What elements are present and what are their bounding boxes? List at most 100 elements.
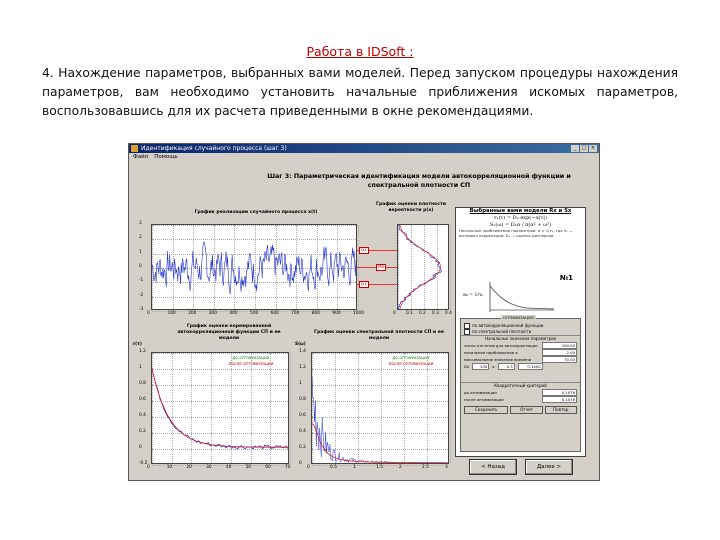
grid-line-vertical: [172, 225, 174, 309]
grid-line-horizontal: [152, 417, 288, 418]
acf-plot: до оптимизации после оптимизации: [151, 352, 291, 466]
row-field-1[interactable]: 2.00: [542, 349, 577, 356]
y-tick-label: 0: [299, 461, 302, 466]
repeat-button[interactable]: Повтор: [544, 406, 577, 414]
x-tick-label: 1: [353, 465, 356, 470]
next-button[interactable]: Далее >: [525, 459, 573, 475]
grid-line-vertical: [358, 353, 359, 463]
params-subheading: Начальные значения параметров: [461, 335, 580, 342]
row-label-1: начальное приближение α: [464, 349, 518, 355]
grid-line-horizontal: [152, 353, 288, 354]
spec-legend-estimate: до оптимизации: [392, 356, 430, 361]
x-tick-label: 0.5: [330, 465, 337, 470]
grid-line-vertical: [335, 353, 336, 463]
sigma-top-line: [357, 250, 397, 251]
grid-line-horizontal: [152, 449, 288, 450]
window-titlebar: Идентификация случайного процесса (шаг 3…: [129, 144, 599, 153]
crit-label-0: до оптимизации: [464, 389, 497, 395]
grid-line-vertical: [450, 225, 451, 309]
y-tick-label: 3: [139, 221, 142, 226]
grid-line-vertical: [381, 353, 382, 463]
minimize-button[interactable]: _: [571, 145, 579, 152]
grid-line-horizontal: [152, 433, 288, 434]
report-button[interactable]: Отчет: [510, 406, 543, 414]
grid-line-vertical: [411, 225, 412, 309]
grid-line-vertical: [398, 225, 399, 309]
realization-line: [152, 241, 356, 295]
grid-line-horizontal: [312, 465, 448, 466]
grid-line-vertical: [234, 225, 236, 309]
model-panel: Выбранные вами модели Rx и Sx rₓ(τ) = Dₓ…: [455, 207, 586, 457]
x-tick-label: 500: [250, 311, 259, 316]
x-tick-label: 2: [399, 465, 402, 470]
param-alpha-field[interactable]: 0.3: [497, 363, 515, 370]
row-label-0: число отсчетов для автокорреляции: [464, 342, 538, 348]
density-estimate-line: [398, 225, 442, 309]
grid-line-vertical: [230, 353, 232, 463]
row-field-2[interactable]: 70.00: [542, 356, 577, 363]
x-tick-label: 2.5: [422, 465, 429, 470]
grid-line-vertical: [152, 353, 153, 463]
y-tick-label: -2: [139, 292, 144, 298]
x-tick-label: 200: [188, 311, 197, 316]
sigma-bottom-line: [357, 284, 397, 285]
y-tick-label: 1: [139, 365, 142, 370]
x-tick-label: 70: [285, 465, 291, 470]
app-icon: [131, 145, 138, 152]
grid-line-horizontal: [152, 369, 288, 370]
spectrum-plot: до оптимизации после оптимизации: [311, 352, 451, 466]
row-label-2: максимальное значение времени: [464, 356, 532, 362]
param-result-field[interactable]: 0.1400: [517, 363, 543, 370]
grid-line-horizontal: [312, 353, 448, 354]
save-button[interactable]: Сохранить: [464, 406, 509, 414]
check-acf[interactable]: [464, 323, 470, 329]
y-tick-label: 0.2: [139, 429, 146, 434]
x-tick-label: 300: [208, 311, 217, 316]
y-tick-label: 0.8: [299, 397, 306, 402]
x-tick-label: 0: [147, 465, 150, 470]
grid-line-vertical: [316, 225, 318, 309]
slide-paragraph: 4. Нахождение параметров, выбранных вами…: [42, 66, 678, 118]
alpha-formula: α₀ = 1/τₖ: [463, 293, 483, 298]
param-alpha-label: α: [492, 363, 495, 369]
slide-title: Работа в IDSoft :: [306, 44, 414, 59]
grid-line-vertical: [193, 225, 195, 309]
grid-line-vertical: [424, 225, 425, 309]
y-tick-label: 0.8: [139, 381, 146, 386]
y-tick-label: 0: [139, 445, 142, 450]
density-plot: [397, 224, 451, 310]
x-tick-label: 3: [445, 465, 448, 470]
back-button[interactable]: < Назад: [469, 459, 517, 475]
x-tick-label: 30: [206, 465, 212, 470]
acf-estimate-line: [152, 368, 288, 450]
x-tick-label: 900: [332, 311, 341, 316]
acf-ylabel: r(τ): [133, 342, 142, 347]
x-tick-label: 0: [393, 311, 396, 316]
acf-model-line: [152, 368, 288, 448]
x-tick-label: 40: [225, 465, 232, 470]
grid-line-horizontal: [312, 433, 448, 434]
check-acf-label: по автокорреляционной функции: [472, 323, 544, 329]
x-tick-label: 1000: [353, 311, 364, 316]
spec-legend-model: после оптимизации: [388, 361, 434, 367]
maximize-button[interactable]: □: [580, 145, 588, 152]
y-tick-label: 1: [139, 249, 142, 255]
check-spec[interactable]: [464, 329, 470, 335]
menu-help[interactable]: Помощь: [154, 154, 178, 160]
grid-line-vertical: [250, 353, 252, 463]
grid-line-horizontal: [152, 311, 356, 312]
realization-trace: [152, 241, 356, 295]
y-tick-label: 0.4: [299, 429, 306, 434]
close-button[interactable]: ×: [589, 145, 597, 152]
idsoft-window: Идентификация случайного процесса (шаг 3…: [128, 143, 600, 481]
row-field-0[interactable]: 100.00: [542, 342, 577, 349]
param-dx-field[interactable]: 100: [472, 363, 490, 370]
grid-line-horizontal: [152, 253, 356, 255]
y-tick-label: 0.4: [139, 413, 146, 418]
y-tick-label: 1.2: [139, 349, 146, 354]
menu-file[interactable]: Файл: [133, 154, 149, 160]
criterion-subheading: Квадратичный критерий: [461, 382, 580, 389]
param-dx-label: Dx: [464, 363, 470, 369]
menubar: Файл Помощь: [129, 153, 599, 161]
grid-line-vertical: [191, 353, 193, 463]
